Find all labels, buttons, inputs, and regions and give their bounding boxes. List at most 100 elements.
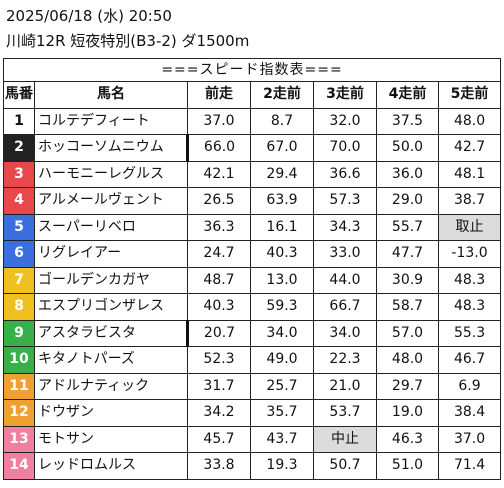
speed-index-cell: 53.7 bbox=[313, 399, 377, 427]
table-row: 13 モトサン 45.7 43.7 中止 46.3 37.0 bbox=[3, 425, 502, 453]
speed-index-cell: 19.3 bbox=[250, 452, 314, 480]
horse-name-cell: アドルナティック bbox=[34, 372, 188, 400]
speed-index-cell: 34.0 bbox=[250, 319, 314, 347]
speed-index-cell: 48.0 bbox=[376, 346, 439, 374]
col-header-4-ago: 4走前 bbox=[376, 81, 439, 109]
speed-index-cell: 63.9 bbox=[250, 187, 314, 215]
speed-index-cell: 21.0 bbox=[313, 372, 377, 400]
speed-index-cell: 45.7 bbox=[187, 425, 251, 453]
horse-number-cell: 9 bbox=[3, 319, 35, 347]
speed-index-cell: 48.1 bbox=[437, 160, 502, 188]
speed-index-cell: 38.4 bbox=[437, 399, 502, 427]
speed-index-cell: 47.7 bbox=[376, 240, 439, 268]
horse-name-cell: ゴールデンカガヤ bbox=[34, 266, 188, 294]
speed-index-cell: 50.0 bbox=[376, 134, 439, 162]
speed-index-cell: 71.4 bbox=[437, 452, 502, 480]
speed-index-cell: 34.2 bbox=[187, 399, 251, 427]
horse-number-cell: 6 bbox=[3, 240, 35, 268]
speed-index-table: ===スピード指数表=== 馬番 馬名 前走 2走前 3走前 4走前 5走前 1… bbox=[2, 58, 502, 480]
speed-index-cell: 34.0 bbox=[313, 319, 377, 347]
speed-index-cell: 13.0 bbox=[250, 266, 314, 294]
col-header-name: 馬名 bbox=[34, 81, 188, 109]
col-header-number: 馬番 bbox=[3, 81, 35, 109]
table-row: 9 アスタラビスタ 20.7 34.0 34.0 57.0 55.3 bbox=[3, 319, 502, 347]
speed-index-cell: 48.3 bbox=[437, 266, 502, 294]
speed-index-cell: 中止 bbox=[313, 425, 377, 453]
horse-number-cell: 3 bbox=[3, 160, 35, 188]
table-row: 1 コルテデフィート 37.0 8.7 32.0 37.5 48.0 bbox=[3, 107, 502, 135]
speed-index-cell: 25.7 bbox=[250, 372, 314, 400]
speed-index-cell: 29.0 bbox=[376, 187, 439, 215]
table-title-row: ===スピード指数表=== bbox=[2, 58, 502, 82]
speed-index-cell: 42.7 bbox=[437, 134, 502, 162]
speed-index-cell: 49.0 bbox=[250, 346, 314, 374]
col-header-last: 前走 bbox=[187, 81, 251, 109]
speed-index-cell: 43.7 bbox=[250, 425, 314, 453]
speed-index-cell: 35.7 bbox=[250, 399, 314, 427]
col-header-5-ago: 5走前 bbox=[437, 81, 502, 109]
speed-index-cell: 6.9 bbox=[437, 372, 502, 400]
horse-number-cell: 13 bbox=[3, 425, 35, 453]
speed-index-cell: 26.5 bbox=[187, 187, 251, 215]
speed-index-cell: 52.3 bbox=[187, 346, 251, 374]
speed-index-cell: 36.3 bbox=[187, 213, 251, 241]
speed-index-cell: 34.3 bbox=[313, 213, 377, 241]
table-row: 10 キタノトパーズ 52.3 49.0 22.3 48.0 46.7 bbox=[3, 346, 502, 374]
speed-index-cell: 67.0 bbox=[250, 134, 314, 162]
speed-index-cell: 48.7 bbox=[187, 266, 251, 294]
speed-index-cell: 44.0 bbox=[313, 266, 377, 294]
speed-index-cell: 57.3 bbox=[313, 187, 377, 215]
table-row: 3 ハーモニーレグルス 42.1 29.4 36.6 36.0 48.1 bbox=[3, 160, 502, 188]
speed-index-cell: 51.0 bbox=[376, 452, 439, 480]
speed-index-cell: 8.7 bbox=[250, 107, 314, 135]
speed-index-cell: 37.0 bbox=[187, 107, 251, 135]
table-row: 5 スーパーリベロ 36.3 16.1 34.3 55.7 取止 bbox=[3, 213, 502, 241]
speed-index-cell: 55.7 bbox=[376, 213, 439, 241]
horse-number-cell: 11 bbox=[3, 372, 35, 400]
horse-name-cell: アスタラビスタ bbox=[34, 319, 189, 347]
speed-index-cell: 24.7 bbox=[187, 240, 251, 268]
speed-index-cell: 59.3 bbox=[250, 293, 314, 321]
horse-name-cell: レッドロムルス bbox=[34, 452, 188, 480]
speed-index-cell: 31.7 bbox=[187, 372, 251, 400]
horse-number-cell: 12 bbox=[3, 399, 35, 427]
table-row: 2 ホッコーソムニウム 66.0 67.0 70.0 50.0 42.7 bbox=[3, 134, 502, 162]
table-row: 4 アルメールヴェント 26.5 63.9 57.3 29.0 38.7 bbox=[3, 187, 502, 215]
speed-index-cell: 37.0 bbox=[437, 425, 502, 453]
horse-number-cell: 7 bbox=[3, 266, 35, 294]
speed-index-cell: 36.6 bbox=[313, 160, 377, 188]
table-row: 8 エスプリゴンザレス 40.3 59.3 66.7 58.7 48.3 bbox=[3, 293, 502, 321]
speed-index-cell: 29.4 bbox=[250, 160, 314, 188]
table-row: 12 ドウザン 34.2 35.7 53.7 19.0 38.4 bbox=[3, 399, 502, 427]
horse-name-cell: スーパーリベロ bbox=[34, 213, 188, 241]
col-header-2-ago: 2走前 bbox=[250, 81, 314, 109]
horse-number-cell: 8 bbox=[3, 293, 35, 321]
speed-index-cell: 42.1 bbox=[187, 160, 251, 188]
table-row: 7 ゴールデンカガヤ 48.7 13.0 44.0 30.9 48.3 bbox=[3, 266, 502, 294]
col-header-3-ago: 3走前 bbox=[313, 81, 377, 109]
speed-index-cell: 33.0 bbox=[313, 240, 377, 268]
race-title: 川崎12R 短夜特別(B3-2) ダ1500m bbox=[6, 32, 250, 50]
speed-index-cell: 48.3 bbox=[437, 293, 502, 321]
speed-index-cell: 32.0 bbox=[313, 107, 377, 135]
horse-name-cell: キタノトパーズ bbox=[34, 346, 188, 374]
speed-index-cell: 29.7 bbox=[376, 372, 439, 400]
horse-number-cell: 14 bbox=[3, 452, 35, 480]
speed-index-cell: 30.9 bbox=[376, 266, 439, 294]
horse-name-cell: モトサン bbox=[34, 425, 188, 453]
speed-index-cell: 70.0 bbox=[313, 134, 377, 162]
speed-index-cell: 16.1 bbox=[250, 213, 314, 241]
speed-index-cell: 取止 bbox=[437, 213, 502, 241]
race-date: 2025/06/18 (水) 20:50 bbox=[6, 7, 172, 25]
speed-index-cell: 66.7 bbox=[313, 293, 377, 321]
horse-name-cell: コルテデフィート bbox=[34, 107, 188, 135]
speed-index-cell: 48.0 bbox=[437, 107, 502, 135]
speed-index-cell: 46.3 bbox=[376, 425, 439, 453]
table-row: 11 アドルナティック 31.7 25.7 21.0 29.7 6.9 bbox=[3, 372, 502, 400]
speed-index-cell: -13.0 bbox=[437, 240, 502, 268]
speed-index-cell: 38.7 bbox=[437, 187, 502, 215]
speed-index-cell: 20.7 bbox=[187, 319, 251, 347]
speed-index-cell: 33.8 bbox=[187, 452, 251, 480]
speed-index-cell: 50.7 bbox=[313, 452, 377, 480]
